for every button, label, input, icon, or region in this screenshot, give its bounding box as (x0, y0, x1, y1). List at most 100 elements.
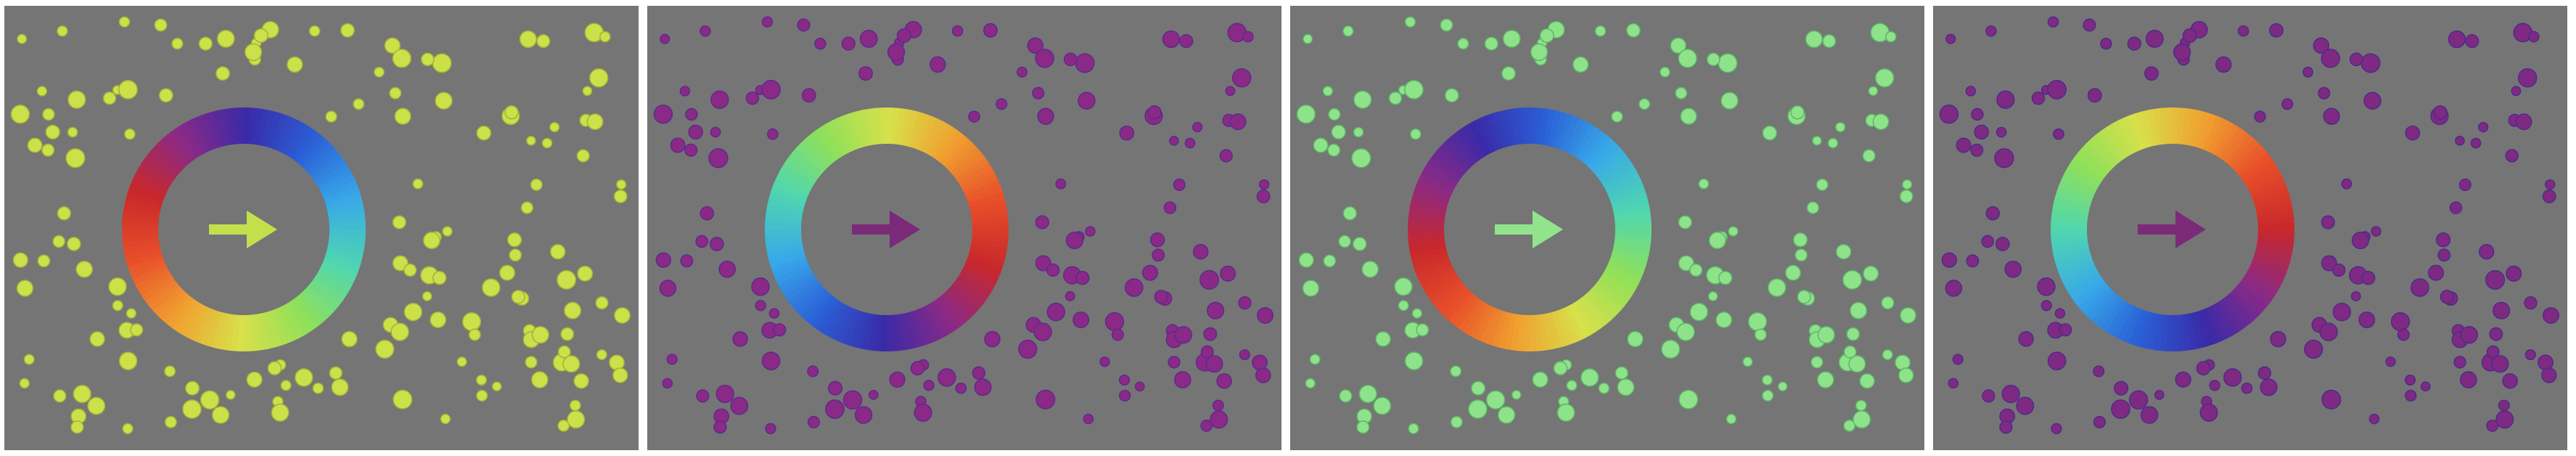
ring-segment (1408, 210, 1445, 221)
dot (511, 290, 525, 304)
ring-segment (286, 301, 311, 335)
ring-segment (2241, 276, 2275, 302)
dot (1302, 280, 1320, 297)
ring-segment (2091, 134, 2119, 166)
ring-segment (1408, 216, 1445, 225)
ring-segment (1572, 301, 1596, 335)
ring-segment (1615, 234, 1652, 243)
ring-segment (1556, 113, 1574, 150)
dot (1580, 368, 1599, 387)
ring-segment (318, 168, 353, 191)
ring-segment (212, 110, 226, 147)
ring-segment (1538, 107, 1549, 145)
dot (211, 406, 230, 424)
ring-segment (861, 109, 874, 146)
dot (1882, 349, 1893, 361)
dot (1468, 399, 1488, 419)
dot (2332, 263, 2346, 277)
ring-segment (773, 259, 809, 280)
dot (118, 79, 138, 99)
ring-segment (937, 131, 964, 163)
ring-segment (2081, 286, 2112, 316)
ring-segment (2223, 296, 2249, 329)
ring-segment (2194, 311, 2210, 348)
dot (65, 148, 86, 168)
dot (2323, 107, 2340, 125)
ring-segment (188, 118, 210, 153)
dot (1119, 389, 1131, 402)
dot (1065, 291, 1075, 301)
ring-segment (2052, 203, 2089, 216)
ring-segment (2106, 301, 2130, 335)
dot (2319, 322, 2338, 341)
ring-segment (1418, 174, 1454, 195)
ring-segment (126, 191, 163, 208)
dot (1303, 33, 1313, 44)
ring-segment (900, 109, 913, 146)
dot (1810, 356, 1824, 369)
dot (595, 296, 609, 310)
dot (1497, 406, 1516, 424)
ring-segment (2257, 210, 2294, 221)
dot (504, 105, 519, 120)
dot (122, 423, 134, 434)
dot (1539, 28, 1554, 44)
dot (2363, 91, 2382, 110)
dot (154, 18, 168, 32)
dot (577, 265, 594, 282)
dot (1767, 278, 1787, 297)
dot (1675, 86, 1688, 99)
ring-segment (1480, 307, 1499, 343)
dot (200, 390, 220, 410)
ring-segment (2199, 309, 2217, 346)
dot (680, 254, 694, 268)
dot (375, 339, 395, 359)
dot (1398, 300, 1409, 312)
ring-segment (2229, 290, 2259, 321)
ring-segment (861, 313, 874, 350)
dot (432, 53, 452, 73)
dot (1806, 201, 1820, 214)
ring-segment (2247, 268, 2281, 291)
ring-segment (320, 174, 356, 195)
dot (67, 90, 86, 109)
dot (403, 302, 423, 322)
dot (164, 415, 177, 428)
ring-segment (805, 134, 833, 166)
dot (1309, 354, 1321, 365)
dot (1708, 232, 1726, 250)
dot (1985, 25, 1997, 37)
ring-segment (2219, 127, 2245, 160)
dot (1898, 367, 1914, 383)
ring-segment (891, 107, 900, 144)
dot (2420, 381, 2431, 392)
ring-segment (1418, 264, 1453, 285)
ring-segment (1504, 109, 1517, 146)
stimulus-canvas-4 (1933, 6, 2567, 450)
ring-segment (765, 238, 803, 249)
dot (1485, 390, 1506, 410)
dot (2448, 30, 2466, 49)
dot (1328, 107, 1341, 121)
dot (1941, 252, 1957, 268)
dot (765, 423, 776, 434)
ring-segment (1448, 293, 1476, 325)
dot (1530, 43, 1549, 61)
ring-segment (149, 283, 181, 312)
ring-segment (2141, 110, 2155, 147)
dot (695, 235, 709, 248)
ring-segment (2250, 179, 2286, 200)
ring-segment (212, 312, 226, 349)
dot (1863, 265, 1879, 282)
ring-segment (1572, 123, 1596, 158)
dot (2173, 43, 2191, 61)
ring-segment (1614, 210, 1652, 221)
dot (1361, 260, 1379, 278)
dot (1553, 361, 1568, 375)
dot (1706, 52, 1720, 67)
dot (75, 260, 94, 278)
ring-segment (2190, 110, 2204, 147)
dot (1296, 104, 1316, 124)
ring-segment (1556, 309, 1574, 346)
ring-segment (1410, 198, 1448, 212)
